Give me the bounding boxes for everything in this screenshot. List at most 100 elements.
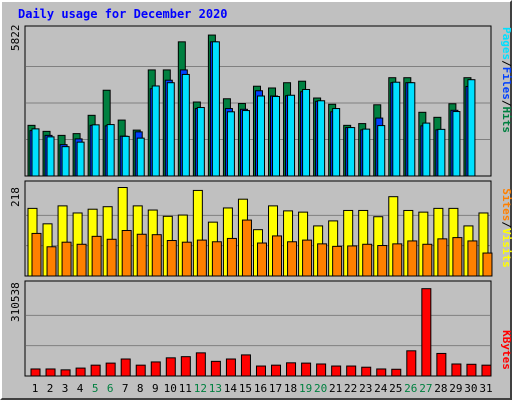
day-label-2: 2 <box>47 382 54 395</box>
bar-pages-day-14 <box>226 111 235 177</box>
bar-kbytes-day-11 <box>180 356 191 377</box>
bar-kbytes-day-4 <box>75 367 86 377</box>
day-label-14: 14 <box>224 382 238 395</box>
bar-sites-day-5 <box>91 235 102 277</box>
panel-kbytes <box>24 280 492 377</box>
bar-pages-day-19 <box>302 88 311 177</box>
bar-pages-day-20 <box>317 100 326 177</box>
day-label-5: 5 <box>92 382 99 395</box>
day-label-26: 26 <box>404 382 417 395</box>
bar-sites-day-4 <box>76 243 87 277</box>
bar-kbytes-day-24 <box>376 368 387 377</box>
bar-sites-day-15 <box>241 219 252 277</box>
day-label-21: 21 <box>329 382 342 395</box>
day-label-19: 19 <box>299 382 312 395</box>
bar-kbytes-day-26 <box>406 350 417 377</box>
bar-kbytes-day-10 <box>165 357 176 377</box>
bar-sites-day-30 <box>467 240 478 277</box>
bar-sites-day-29 <box>452 237 463 277</box>
legend-hits-files-pages: Pages/Files/Hits <box>500 27 512 133</box>
bar-pages-day-21 <box>332 108 341 177</box>
legend-item-hits: Hits <box>500 107 512 134</box>
bar-sites-day-20 <box>317 243 328 277</box>
page-title: Daily usage for December 2020 <box>18 7 228 21</box>
y-max-label-kbytes: 310538 <box>9 282 22 322</box>
day-label-15: 15 <box>239 382 252 395</box>
bar-pages-day-12 <box>196 107 205 177</box>
day-label-22: 22 <box>344 382 357 395</box>
day-label-4: 4 <box>77 382 84 395</box>
bar-sites-day-8 <box>136 233 147 277</box>
bar-pages-day-6 <box>106 124 115 177</box>
day-label-20: 20 <box>314 382 327 395</box>
bar-pages-day-23 <box>362 128 371 177</box>
bar-pages-day-29 <box>452 111 461 177</box>
bar-kbytes-day-20 <box>316 363 327 377</box>
bar-sites-day-2 <box>46 246 57 277</box>
legend-visits-sites: Sites/Visits <box>500 188 512 268</box>
bar-kbytes-day-13 <box>210 360 221 377</box>
bar-kbytes-day-8 <box>135 364 146 377</box>
bar-kbytes-day-5 <box>90 364 101 377</box>
bar-sites-day-16 <box>256 242 267 277</box>
bar-kbytes-day-7 <box>120 358 131 377</box>
bar-pages-day-4 <box>76 141 85 177</box>
bar-pages-day-10 <box>166 82 175 177</box>
bar-pages-day-17 <box>272 96 281 177</box>
bar-pages-day-3 <box>61 146 70 177</box>
bar-pages-day-8 <box>136 137 145 177</box>
bar-sites-day-26 <box>407 240 418 277</box>
bar-kbytes-day-19 <box>301 362 312 377</box>
legend-item-kbytes: KBytes <box>500 330 512 370</box>
bar-pages-day-1 <box>31 128 40 177</box>
day-label-25: 25 <box>389 382 402 395</box>
bar-sites-day-22 <box>347 245 358 277</box>
bar-kbytes-day-15 <box>240 354 251 377</box>
bar-pages-day-30 <box>467 79 476 177</box>
bar-sites-day-25 <box>392 243 403 277</box>
bar-pages-day-11 <box>181 73 190 177</box>
bar-pages-day-27 <box>422 122 431 177</box>
bar-pages-day-25 <box>392 81 401 177</box>
bar-kbytes-day-18 <box>286 362 297 377</box>
bar-sites-day-10 <box>166 240 177 277</box>
bar-kbytes-day-21 <box>331 365 342 377</box>
day-label-16: 16 <box>254 382 267 395</box>
bar-kbytes-day-3 <box>60 369 71 377</box>
bar-pages-day-22 <box>347 127 356 177</box>
bar-pages-day-7 <box>121 135 130 177</box>
bar-kbytes-day-31 <box>481 364 492 377</box>
bar-sites-day-6 <box>106 238 117 277</box>
bar-sites-day-3 <box>61 241 72 277</box>
day-label-12: 12 <box>194 382 207 395</box>
bar-pages-day-2 <box>46 136 55 177</box>
bar-pages-day-28 <box>437 128 446 177</box>
bar-kbytes-day-27 <box>421 288 432 377</box>
bar-kbytes-day-30 <box>466 363 477 377</box>
bar-pages-day-26 <box>407 82 416 177</box>
bar-kbytes-day-12 <box>195 352 206 377</box>
bar-sites-day-23 <box>362 243 373 277</box>
bar-kbytes-day-23 <box>361 366 372 377</box>
legend-separator: / <box>500 60 512 67</box>
legend-separator: / <box>500 221 512 228</box>
day-label-27: 27 <box>419 382 432 395</box>
bar-sites-day-9 <box>151 234 162 277</box>
day-label-10: 10 <box>164 382 177 395</box>
bar-kbytes-day-29 <box>451 363 462 377</box>
day-label-1: 1 <box>32 382 39 395</box>
bar-kbytes-day-14 <box>225 358 236 377</box>
bar-sites-day-28 <box>437 238 448 277</box>
legend-item-sites: Sites <box>500 188 512 221</box>
bar-sites-day-1 <box>31 232 42 277</box>
day-label-8: 8 <box>137 382 144 395</box>
legend-separator: / <box>500 100 512 107</box>
legend-kbytes: KBytes <box>500 330 512 370</box>
bar-kbytes-day-17 <box>271 364 282 377</box>
bar-pages-day-24 <box>377 125 386 177</box>
bar-pages-day-18 <box>287 94 296 177</box>
day-label-3: 3 <box>62 382 69 395</box>
day-label-28: 28 <box>434 382 447 395</box>
day-label-6: 6 <box>107 382 114 395</box>
bar-kbytes-day-28 <box>436 352 447 377</box>
